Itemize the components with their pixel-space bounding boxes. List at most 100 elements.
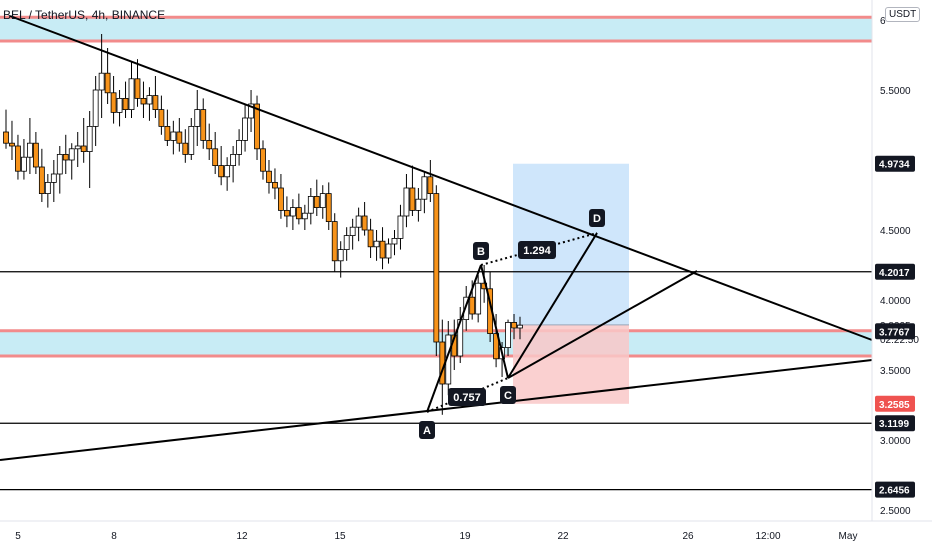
candle-body bbox=[475, 282, 482, 315]
ratio-badge-1[interactable] bbox=[518, 241, 556, 259]
candle-body bbox=[278, 187, 284, 211]
ascending-trendline[interactable] bbox=[0, 359, 873, 461]
pattern-leg-ab[interactable] bbox=[426, 264, 482, 413]
symbol-title: BEL / TetherUS, 4h, BINANCE bbox=[3, 8, 166, 22]
x-tick-label: 12 bbox=[236, 531, 248, 542]
ratio-badge-0[interactable] bbox=[448, 388, 486, 406]
candle-body bbox=[337, 249, 344, 262]
candle-body bbox=[313, 195, 320, 208]
candle-body bbox=[104, 72, 111, 94]
x-tick-label: May bbox=[839, 531, 858, 542]
pattern-point-d-badge[interactable] bbox=[589, 209, 605, 227]
candle-body bbox=[140, 98, 147, 105]
descending-trendline[interactable] bbox=[9, 15, 873, 341]
candle-body bbox=[403, 187, 410, 217]
currency-badge[interactable]: USDT bbox=[885, 7, 921, 22]
candle-body bbox=[409, 187, 416, 211]
candle-body bbox=[272, 181, 278, 189]
price-badge-4.2017[interactable] bbox=[875, 263, 915, 280]
ratio-label-0: 0.757 bbox=[453, 392, 481, 404]
candle-body bbox=[68, 148, 75, 161]
x-tick-label: 26 bbox=[682, 531, 694, 542]
candle-body bbox=[62, 153, 69, 161]
candle-body bbox=[146, 95, 153, 105]
candle-body bbox=[260, 148, 266, 172]
candle-body bbox=[80, 145, 87, 152]
candle-body bbox=[122, 98, 129, 111]
candle-body bbox=[301, 212, 308, 220]
price-badge-4.9734[interactable] bbox=[875, 155, 915, 172]
candle-body bbox=[433, 193, 440, 343]
candle-body bbox=[3, 131, 9, 144]
price-label-4.9734: 4.9734 bbox=[879, 160, 910, 171]
candle-body bbox=[289, 207, 296, 217]
y-tick-label: 2.5000 bbox=[880, 506, 911, 517]
pattern-point-b-badge[interactable] bbox=[473, 242, 489, 260]
pattern-leg-bc[interactable] bbox=[480, 264, 509, 379]
candle-body bbox=[206, 139, 213, 150]
candle-body bbox=[224, 165, 231, 178]
candle-body bbox=[194, 109, 201, 127]
candle-body bbox=[361, 215, 368, 231]
candle-body bbox=[493, 333, 499, 360]
candle-body bbox=[379, 240, 386, 259]
countdown-label: 02:22:50 bbox=[880, 335, 919, 346]
candle-body bbox=[182, 142, 189, 155]
y-tick-label: 6 bbox=[880, 16, 886, 27]
candle-body bbox=[27, 142, 33, 158]
candle-body bbox=[158, 109, 165, 127]
candle-body bbox=[38, 166, 45, 195]
candle-body bbox=[9, 142, 15, 147]
candle-body bbox=[343, 235, 350, 251]
price-badge-3.7767[interactable] bbox=[875, 323, 915, 340]
candle-body bbox=[92, 89, 99, 127]
candle-body bbox=[86, 126, 93, 153]
candle-body bbox=[32, 142, 39, 168]
candle-body bbox=[164, 126, 171, 141]
projection-line[interactable] bbox=[507, 270, 698, 379]
pattern-point-b-label: B bbox=[477, 246, 485, 258]
candle-body bbox=[469, 296, 476, 315]
candle-body bbox=[152, 95, 159, 110]
candle-body bbox=[427, 176, 434, 195]
candle-body bbox=[188, 126, 195, 155]
candle-body bbox=[116, 98, 123, 113]
candle-body bbox=[242, 117, 248, 141]
candle-body bbox=[248, 103, 254, 119]
price-badge-2.6456[interactable] bbox=[875, 481, 915, 498]
candle-body bbox=[176, 131, 183, 144]
candle-body bbox=[415, 198, 422, 211]
candle-body bbox=[517, 324, 523, 329]
candle-body bbox=[254, 103, 260, 150]
y-tick-label: 5.5000 bbox=[880, 86, 911, 97]
candle-body bbox=[463, 296, 470, 321]
candle-body bbox=[373, 240, 380, 248]
candle-body bbox=[98, 72, 105, 91]
price-label-3.7767: 3.7767 bbox=[879, 327, 910, 338]
candle-body bbox=[284, 209, 290, 217]
x-tick-label: 12:00 bbox=[755, 531, 780, 542]
pattern-point-c-badge[interactable] bbox=[500, 386, 516, 404]
x-tick-label: 22 bbox=[557, 531, 569, 542]
pattern-point-a-badge[interactable] bbox=[419, 421, 435, 439]
candle-body bbox=[295, 207, 302, 220]
candle-body bbox=[128, 78, 135, 111]
candle-body bbox=[236, 139, 242, 155]
x-tick-label: 5 bbox=[15, 531, 21, 542]
candle-body bbox=[134, 78, 141, 99]
y-tick-label: 4.0000 bbox=[880, 296, 911, 307]
candle-body bbox=[50, 173, 57, 183]
price-label-4.2017: 4.2017 bbox=[879, 268, 910, 279]
x-tick-label: 19 bbox=[459, 531, 471, 542]
price-badge-3.1199[interactable] bbox=[875, 415, 915, 432]
candle-body bbox=[307, 195, 314, 214]
price-badge-3.2585[interactable] bbox=[875, 395, 915, 412]
pattern-point-c-label: C bbox=[504, 390, 512, 402]
pattern-leg-cd[interactable] bbox=[507, 232, 598, 379]
candle-body bbox=[319, 193, 326, 209]
zone-fill-0 bbox=[0, 17, 872, 41]
candle-body bbox=[355, 215, 362, 228]
ratio-label-1: 1.294 bbox=[523, 245, 551, 257]
